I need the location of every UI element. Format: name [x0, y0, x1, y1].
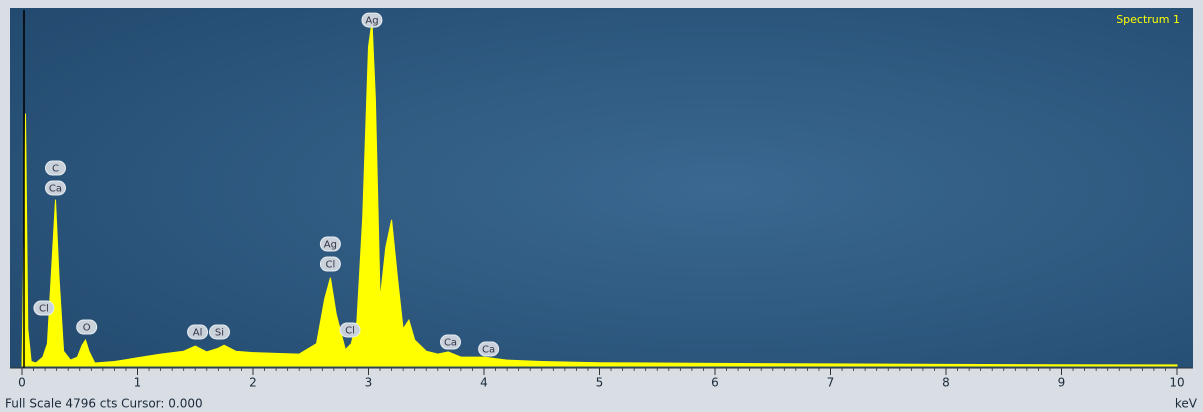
x-tick-label: 10: [1169, 376, 1184, 390]
peak-label: Cl: [34, 301, 54, 315]
peak-label: Si: [210, 325, 230, 339]
x-tick-label: 3: [365, 376, 373, 390]
peak-label: Ca: [441, 335, 461, 349]
peak-label: C: [45, 161, 65, 175]
x-tick-label: 1: [134, 376, 142, 390]
x-tick-label: 7: [827, 376, 835, 390]
x-tick-label: 8: [942, 376, 950, 390]
peak-label: Ag: [362, 13, 382, 27]
plot-area: [10, 8, 1193, 368]
x-tick-label: 9: [1058, 376, 1066, 390]
peak-label-text: Ca: [444, 338, 457, 349]
x-tick-label: 2: [249, 376, 257, 390]
peak-label-text: Cl: [326, 260, 336, 271]
peak-label-text: C: [52, 164, 59, 175]
peak-label: Cl: [340, 323, 360, 337]
x-tick-label: 0: [18, 376, 26, 390]
chart: Spectrum 1 keV Full Scale 4796 cts Curso…: [0, 0, 1203, 412]
peak-label: Ca: [479, 342, 499, 356]
peak-label-text: Ag: [365, 16, 378, 27]
peak-label-text: O: [83, 323, 91, 334]
peak-label-text: Ag: [324, 240, 337, 251]
peak-label: Ag: [320, 237, 340, 251]
legend-entry: Spectrum 1: [1116, 13, 1180, 26]
x-axis-label: keV: [1175, 397, 1198, 411]
status-text: Full Scale 4796 cts Cursor: 0.000: [5, 397, 203, 411]
peak-label-text: Ca: [49, 184, 62, 195]
peak-label-text: Cl: [39, 304, 49, 315]
x-tick-label: 4: [480, 376, 488, 390]
peak-label: Al: [188, 325, 208, 339]
peak-label-text: Cl: [345, 325, 355, 336]
peak-label: O: [77, 320, 97, 334]
x-tick-label: 5: [596, 376, 604, 390]
peak-label: Cl: [320, 257, 340, 271]
peak-label-text: Si: [215, 328, 224, 339]
peak-label-text: Al: [193, 328, 203, 339]
peak-label-text: Ca: [482, 345, 495, 356]
x-tick-label: 6: [711, 376, 719, 390]
peak-label: Ca: [45, 181, 65, 195]
